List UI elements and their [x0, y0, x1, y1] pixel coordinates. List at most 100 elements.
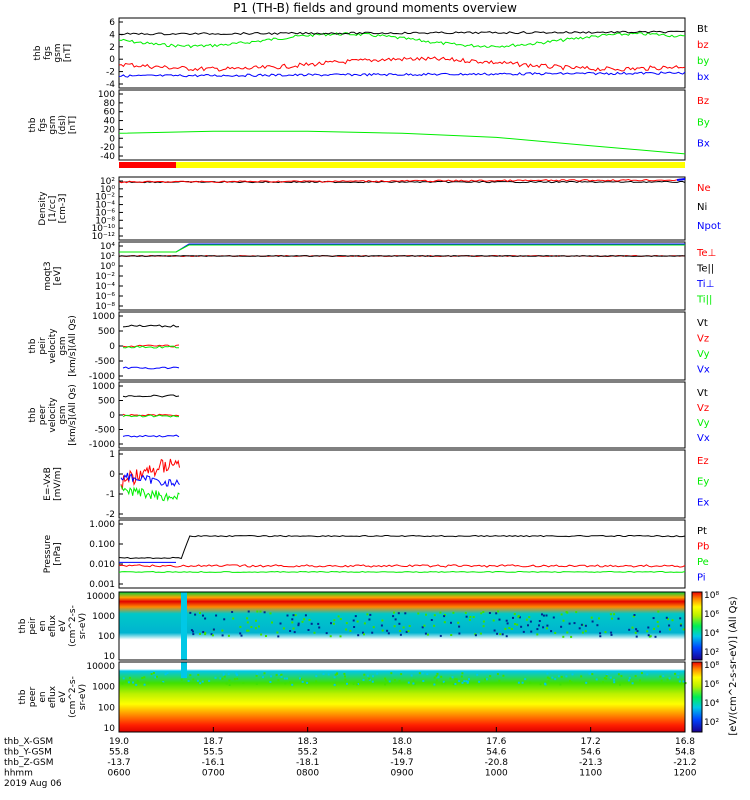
spectrogram-texture [211, 634, 214, 637]
spectrogram-texture [363, 673, 366, 676]
series-By [118, 130, 686, 155]
ylabel-line: peir [38, 337, 48, 355]
ylabel-line: en [38, 691, 48, 702]
spectrogram-texture [668, 677, 671, 680]
spectrogram-texture [619, 683, 621, 686]
xaxis-value: -20.8 [485, 758, 509, 768]
spectrogram-texture [337, 615, 340, 618]
xaxis-value: 0900 [391, 769, 414, 779]
ylabel-line: peir [28, 617, 38, 635]
spectrogram-texture [333, 619, 336, 622]
spectrogram-texture [674, 672, 676, 675]
colorbar-top [691, 591, 703, 661]
xaxis-value: -18.1 [296, 758, 319, 768]
spectrogram-texture [363, 622, 366, 625]
spectrogram-texture [538, 620, 541, 622]
panel-frame [118, 591, 686, 661]
spectrogram-texture [458, 632, 461, 635]
series-Pb [118, 564, 686, 568]
legend-Pe: Pe [697, 557, 709, 568]
colorbar-tick: 10⁶ [704, 680, 719, 690]
spectrogram-texture [680, 623, 682, 626]
spectrogram-texture [294, 614, 297, 617]
spectrogram-texture [263, 672, 266, 675]
spectrogram-texture [546, 627, 548, 630]
series-Ex [120, 472, 180, 487]
spectrogram-texture [466, 681, 469, 684]
spectrogram-texture [291, 683, 294, 686]
spectrogram-texture [565, 611, 568, 613]
spectrogram-texture [493, 629, 496, 632]
spectrogram-texture [247, 610, 250, 613]
spectrogram-texture [627, 679, 630, 682]
spectrogram-texture [394, 618, 397, 621]
spectrogram-texture [679, 624, 682, 627]
spectrogram-texture [150, 673, 153, 675]
spectrogram-texture [280, 675, 283, 678]
spectrogram-texture [595, 678, 598, 681]
xaxis-value: -13.7 [107, 758, 130, 768]
xaxis-value: 19.0 [109, 737, 129, 747]
spectrogram-texture [308, 619, 311, 621]
spectrogram-texture [482, 620, 485, 623]
spectrogram-texture [464, 611, 467, 614]
xaxis-row-label: thb_X-GSM [4, 737, 53, 747]
spectrogram-texture [221, 677, 224, 680]
spectrogram-texture [345, 628, 348, 631]
spectrogram-texture [512, 616, 514, 619]
spectrogram-texture [450, 634, 453, 636]
spectrogram-texture [665, 616, 668, 619]
spectrogram-texture [372, 626, 375, 629]
ytick-label: 10000 [86, 592, 115, 602]
spectrogram-texture [154, 676, 157, 679]
spectrogram-texture [590, 616, 593, 619]
spectrogram-texture [603, 677, 606, 680]
xaxis-row-label: 2019 Aug 06 [4, 779, 62, 789]
spectrogram-texture [452, 683, 455, 686]
legend-bx: bx [697, 72, 709, 83]
ylabel-line: gsm [58, 336, 68, 355]
spectrogram-texture [197, 673, 200, 676]
ytick-label: -20 [100, 143, 115, 153]
spectrogram-texture [489, 675, 492, 678]
spectrogram-texture [300, 678, 303, 680]
spectrogram-texture [575, 611, 578, 614]
spectrogram-texture [497, 610, 500, 613]
ytick-label: -1000 [89, 372, 115, 382]
xaxis-value: 1200 [674, 769, 697, 779]
spectrogram-texture [353, 626, 356, 628]
spectrogram-texture [122, 677, 125, 680]
xaxis-value: 54.8 [392, 748, 412, 758]
spectrogram-texture [454, 678, 457, 681]
spectrogram-texture [457, 621, 460, 624]
spectrogram-texture [201, 680, 204, 683]
spectrogram-texture [399, 633, 402, 636]
spectrogram-texture [589, 672, 591, 675]
spectrogram-texture [277, 635, 280, 638]
series-Ez [120, 458, 180, 490]
spectrogram-texture [276, 631, 279, 634]
spectrogram-texture [199, 682, 202, 685]
spectrogram-texture [222, 673, 225, 676]
spectrogram-texture [410, 674, 413, 677]
spectrogram-texture [366, 613, 369, 616]
spectrogram-texture [254, 627, 257, 630]
ytick-label: 1000 [92, 683, 115, 693]
legend-Vz: Vz [697, 403, 709, 414]
spectrogram-texture [454, 683, 457, 685]
ytick-label: -1000 [89, 440, 115, 450]
spectrogram-texture [199, 612, 201, 614]
series-Npot [676, 178, 686, 181]
series-Pt [118, 534, 686, 560]
spectrogram-texture [250, 626, 253, 628]
ylabel-line: fgs [38, 118, 48, 132]
xaxis-value: 18.0 [392, 737, 412, 747]
ylabel-line: (cm^2-s- [68, 676, 78, 718]
colorbar-label: [eV/(cm^2-s-sr-eV)] (All Qs) [728, 596, 739, 735]
spectrogram-texture [520, 625, 523, 628]
ylabel-line: gsm [58, 405, 68, 424]
legend-Ey: Ey [697, 477, 709, 488]
legend-Te⊥: Te⊥ [696, 248, 716, 259]
spectrogram-texture [128, 676, 131, 679]
series-Vy-peer [122, 414, 179, 418]
